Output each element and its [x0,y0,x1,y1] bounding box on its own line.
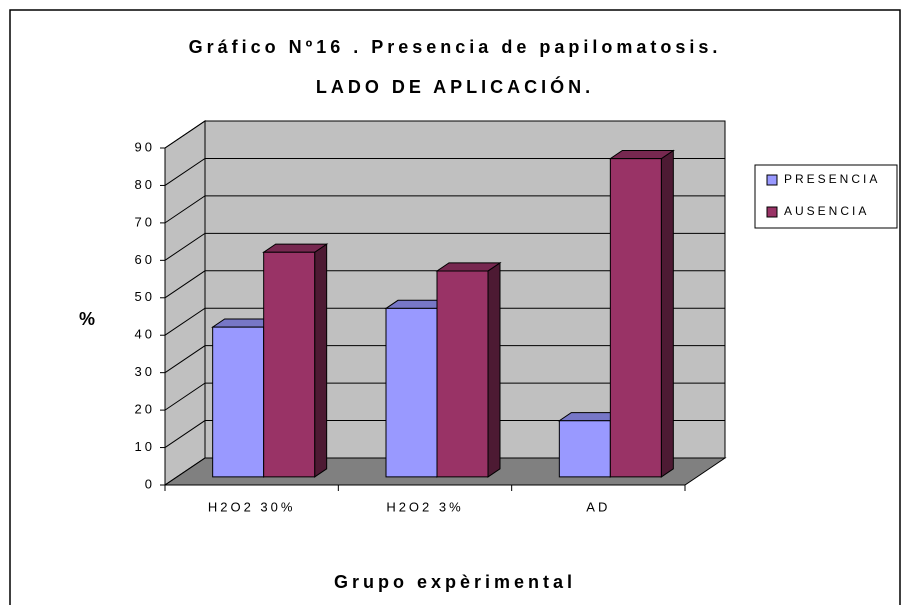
y-axis-label: % [79,309,95,329]
grid-line [164,120,725,149]
legend-swatch [766,174,778,186]
y-tick-label: 30 [135,364,155,379]
grid-line [164,420,725,448]
x-tick-label: AD [586,499,610,514]
chart-title: LADO DE APLICACIÓN. [316,76,594,97]
x-tick-label: H2O2 3% [386,499,463,514]
bar-front [609,158,662,478]
grid-line [164,457,725,486]
bar-top [262,243,329,253]
bar [435,261,502,478]
grid-line [164,195,725,224]
bar-front [263,251,316,478]
grid-line [164,345,725,374]
bar [262,243,329,478]
y-tick-label: 20 [135,402,155,417]
side-wall [164,120,206,486]
bar-front [385,307,438,478]
y-tick-label: 60 [135,252,155,267]
bar-side [314,243,328,478]
bar-front [212,326,265,478]
bar-side [487,261,501,478]
grid-line [164,232,725,261]
chart-title: Gráfico Nº16 . Presencia de papilomatosi… [189,37,722,57]
y-tick-label: 10 [135,439,155,454]
bar-side [660,149,674,478]
legend-label: AUSENCIA [784,204,869,218]
bar-top [435,262,502,272]
bar-front [436,270,489,478]
y-tick-label: 70 [135,214,155,229]
y-tick-label: 0 [145,476,155,491]
bar [608,149,675,478]
y-tick-label: 80 [135,177,155,192]
legend-swatch [766,206,778,218]
x-tick-label: H2O2 30% [208,499,296,514]
grid-line [164,157,725,186]
bar-front [558,420,611,478]
grid-line [164,307,725,336]
legend-label: PRESENCIA [784,172,880,186]
grid-line [164,382,725,411]
x-axis-label: Grupo expèrimental [334,572,576,592]
y-tick-label: 40 [135,327,155,342]
bar-top [608,150,675,160]
chart-border [9,9,901,605]
legend [754,164,898,229]
y-tick-label: 50 [135,289,155,304]
y-tick-label: 90 [135,139,155,154]
grid-line [164,270,725,299]
